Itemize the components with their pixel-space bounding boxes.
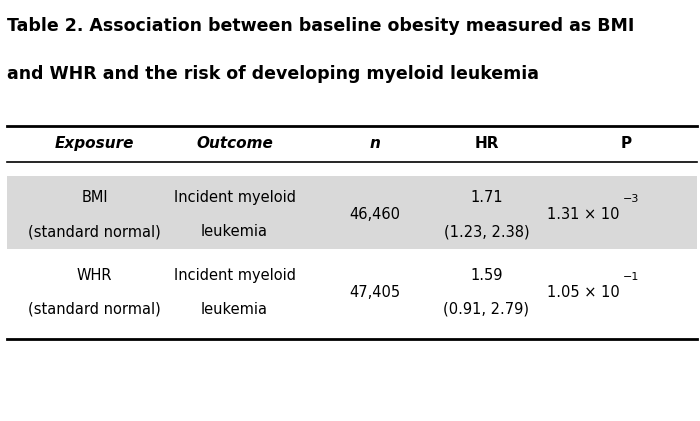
Text: 1.05 × 10: 1.05 × 10 [547, 285, 620, 300]
Text: WHR: WHR [77, 268, 112, 283]
Text: 1.59: 1.59 [470, 268, 503, 283]
Text: Table 2. Association between baseline obesity measured as BMI: Table 2. Association between baseline ob… [7, 17, 634, 35]
Text: leukemia: leukemia [201, 224, 268, 239]
Text: 46,460: 46,460 [349, 207, 400, 222]
Text: BMI: BMI [81, 190, 108, 205]
Text: n: n [369, 136, 380, 151]
Text: P: P [621, 136, 632, 151]
Text: leukemia: leukemia [201, 302, 268, 317]
Text: 1.71: 1.71 [470, 190, 503, 205]
Text: (0.91, 2.79): (0.91, 2.79) [444, 302, 529, 317]
Text: (standard normal): (standard normal) [28, 302, 161, 317]
Text: Exposure: Exposure [55, 136, 134, 151]
Text: −3: −3 [623, 194, 639, 204]
Text: (standard normal): (standard normal) [28, 224, 161, 239]
Text: 1.31 × 10: 1.31 × 10 [547, 207, 620, 222]
Text: −1: −1 [623, 272, 639, 282]
Text: Incident myeloid: Incident myeloid [174, 190, 295, 205]
Text: 47,405: 47,405 [349, 285, 400, 300]
Text: HR: HR [474, 136, 498, 151]
Text: Incident myeloid: Incident myeloid [174, 268, 295, 283]
Text: and WHR and the risk of developing myeloid leukemia: and WHR and the risk of developing myelo… [7, 65, 539, 83]
Text: Outcome: Outcome [196, 136, 273, 151]
Bar [7, 176, 696, 249]
Text: (1.23, 2.38): (1.23, 2.38) [444, 224, 529, 239]
